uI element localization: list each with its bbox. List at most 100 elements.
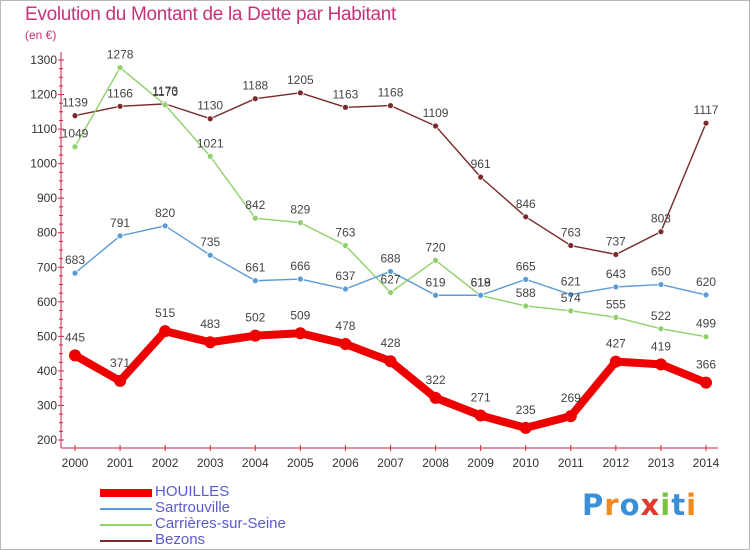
data-point bbox=[612, 313, 620, 321]
y-tick-label: 500 bbox=[37, 329, 57, 343]
data-point bbox=[702, 119, 710, 127]
data-label: 428 bbox=[380, 336, 400, 350]
legend-label: Sartrouville bbox=[155, 499, 231, 516]
legend-item: Bezons bbox=[100, 531, 360, 548]
x-tick-label: 2007 bbox=[377, 456, 404, 470]
data-point bbox=[522, 275, 530, 283]
y-tick-label: 600 bbox=[37, 295, 57, 309]
y-tick-label: 1100 bbox=[31, 122, 57, 136]
data-point bbox=[567, 291, 575, 298]
data-label: 1168 bbox=[378, 86, 404, 100]
legend-swatch bbox=[100, 524, 152, 526]
x-tick-label: 2006 bbox=[332, 456, 359, 470]
logo-letter: t bbox=[671, 488, 687, 522]
data-label: 1117 bbox=[694, 103, 719, 117]
data-label: 502 bbox=[245, 311, 265, 325]
series-houilles bbox=[69, 325, 712, 434]
data-point bbox=[342, 103, 349, 111]
data-label: 366 bbox=[696, 358, 716, 372]
data-point bbox=[296, 219, 304, 227]
x-tick-label: 2002 bbox=[152, 456, 179, 470]
data-label: 763 bbox=[335, 226, 355, 240]
data-point bbox=[294, 327, 307, 340]
x-tick-label: 2014 bbox=[693, 456, 720, 470]
data-label: 235 bbox=[516, 403, 536, 417]
data-label: 791 bbox=[110, 216, 130, 230]
data-point bbox=[206, 152, 214, 160]
data-point bbox=[612, 283, 620, 291]
data-point bbox=[251, 277, 259, 285]
data-label: 619 bbox=[471, 275, 491, 289]
data-point bbox=[387, 102, 394, 109]
x-tick-label: 2008 bbox=[422, 456, 449, 470]
data-point bbox=[477, 291, 485, 299]
data-label: 445 bbox=[65, 330, 85, 344]
y-tick-label: 1000 bbox=[30, 157, 57, 171]
data-label: 620 bbox=[696, 275, 716, 289]
logo-letter: P bbox=[582, 488, 605, 522]
data-label: 737 bbox=[606, 234, 626, 248]
data-point bbox=[161, 222, 169, 230]
data-point bbox=[612, 251, 620, 258]
data-point bbox=[116, 64, 124, 71]
data-point bbox=[204, 336, 217, 349]
data-point bbox=[342, 242, 349, 249]
logo-letter: i bbox=[660, 488, 672, 522]
data-point bbox=[249, 329, 262, 342]
data-point bbox=[387, 268, 394, 275]
data-point bbox=[657, 281, 665, 288]
y-tick-label: 200 bbox=[37, 433, 57, 447]
data-label: 515 bbox=[155, 306, 175, 320]
y-tick-label: 900 bbox=[37, 191, 57, 205]
data-label: 1163 bbox=[333, 87, 359, 101]
data-point bbox=[432, 122, 439, 130]
y-tick-label: 700 bbox=[37, 260, 57, 274]
data-point bbox=[116, 232, 124, 240]
data-point bbox=[159, 325, 172, 338]
legend-label: Carrières-sur-Seine bbox=[155, 515, 286, 532]
data-label: 1049 bbox=[62, 127, 89, 141]
x-tick-label: 2009 bbox=[467, 456, 494, 470]
data-label: 1170 bbox=[152, 85, 178, 99]
data-label: 269 bbox=[561, 391, 581, 405]
data-label: 661 bbox=[245, 261, 265, 275]
x-tick-label: 2004 bbox=[242, 456, 269, 470]
data-point bbox=[564, 410, 577, 423]
data-point bbox=[567, 242, 575, 249]
legend-label: Bezons bbox=[155, 531, 206, 548]
data-point bbox=[69, 349, 81, 362]
data-point bbox=[161, 101, 169, 109]
series-layer bbox=[69, 64, 712, 434]
legend-swatch bbox=[100, 508, 152, 510]
data-label: 829 bbox=[290, 203, 310, 217]
legend-swatch bbox=[100, 540, 152, 542]
data-point bbox=[519, 421, 532, 434]
x-tick-label: 2011 bbox=[558, 456, 584, 470]
data-label: 1021 bbox=[197, 136, 224, 150]
data-label: 1173 bbox=[152, 84, 178, 98]
data-point bbox=[567, 307, 575, 315]
data-label: 720 bbox=[426, 240, 446, 254]
data-label: 666 bbox=[290, 259, 310, 273]
data-label: 371 bbox=[110, 356, 130, 370]
data-point bbox=[432, 291, 439, 299]
axes: 200 300 400 500 600 700 800 900 1000 1100 1200 1300… bbox=[30, 52, 720, 470]
legend-label: HOUILLES bbox=[155, 483, 230, 500]
data-label: 650 bbox=[651, 265, 671, 279]
y-tick-label: 400 bbox=[37, 364, 57, 378]
data-point bbox=[522, 213, 530, 221]
legend: HOUILLES Sartrouville Carrières-sur-Seine B… bbox=[100, 483, 360, 548]
y-tick-label: 1200 bbox=[30, 88, 57, 102]
data-point bbox=[296, 89, 304, 97]
data-point bbox=[657, 228, 665, 236]
y-tick-label: 800 bbox=[37, 226, 57, 240]
x-tick-label: 2010 bbox=[512, 456, 539, 470]
data-point bbox=[206, 115, 214, 123]
data-label: 271 bbox=[471, 390, 491, 404]
series-sartrouville bbox=[71, 222, 710, 299]
data-label: 627 bbox=[380, 272, 400, 286]
data-point bbox=[116, 102, 124, 110]
data-point bbox=[429, 391, 442, 404]
logo-letter: x bbox=[640, 488, 661, 522]
